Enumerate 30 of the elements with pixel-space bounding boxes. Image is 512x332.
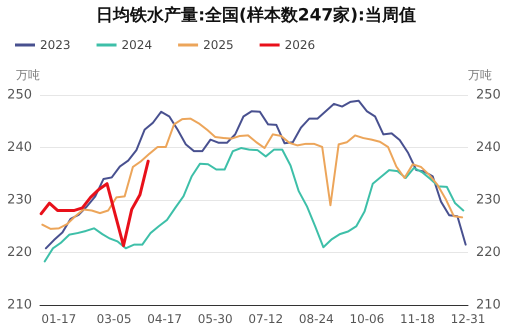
chart-title: 日均铁水产量:全国(样本数247家):当周值 (96, 6, 416, 26)
y2-tick-label: 250 (476, 88, 501, 102)
x-tick-label: 04-17 (147, 312, 182, 326)
y-axis-title: 万吨 (16, 68, 40, 82)
y2-tick-label: 230 (476, 192, 501, 208)
y2-axis-title: 万吨 (468, 68, 492, 82)
x-tick-label: 07-12 (248, 312, 284, 326)
x-tick-label: 12-31 (450, 312, 486, 326)
y-tick-label: 230 (7, 192, 32, 208)
legend-label: 2024 (122, 38, 152, 52)
legend-label: 2025 (203, 38, 234, 52)
x-tick-label: 03-05 (96, 312, 132, 326)
y-tick-label: 210 (7, 298, 32, 312)
x-tick-label: 11-18 (400, 312, 435, 326)
legend-label: 2023 (40, 38, 71, 52)
x-tick-label: 08-24 (298, 312, 334, 326)
line-series (41, 118, 464, 230)
line-series (44, 147, 464, 262)
legend-label: 2026 (284, 38, 316, 52)
y-tick-label: 220 (7, 245, 32, 260)
line-series (44, 100, 467, 250)
y-tick-label: 240 (7, 140, 32, 155)
y2-tick-label: 220 (476, 245, 501, 260)
y2-tick-label: 240 (476, 140, 501, 155)
x-tick-label: 10-06 (349, 312, 384, 326)
line-series (40, 160, 150, 248)
y-tick-label: 250 (7, 88, 32, 102)
x-tick-label: 05-30 (198, 312, 233, 326)
x-tick-label: 01-17 (41, 312, 76, 326)
y2-tick-label: 210 (476, 298, 501, 312)
